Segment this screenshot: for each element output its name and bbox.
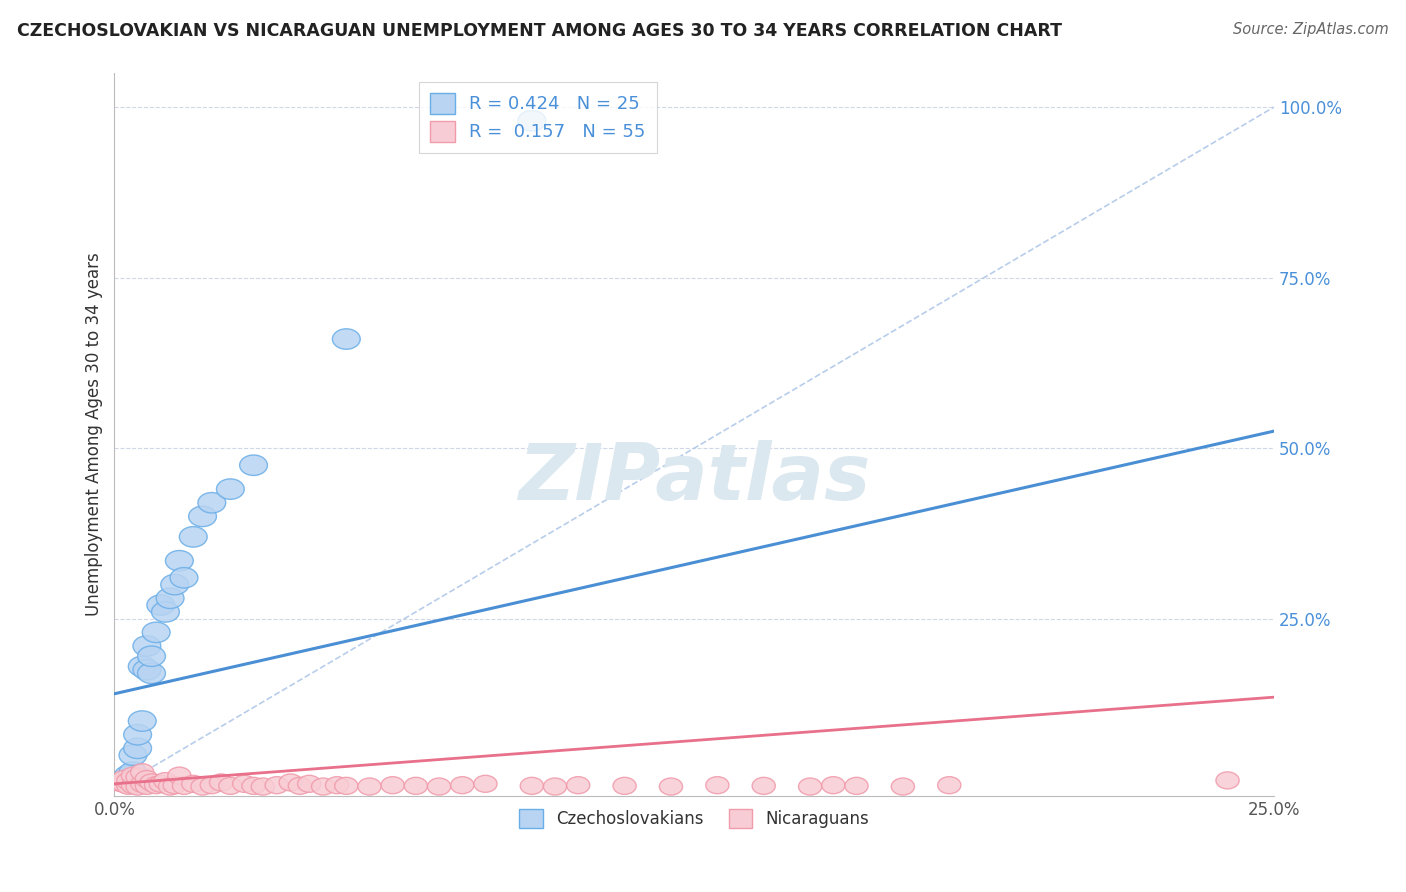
- Ellipse shape: [217, 479, 245, 500]
- Ellipse shape: [141, 774, 163, 791]
- Ellipse shape: [156, 588, 184, 608]
- Text: Source: ZipAtlas.com: Source: ZipAtlas.com: [1233, 22, 1389, 37]
- Ellipse shape: [138, 663, 166, 683]
- Y-axis label: Unemployment Among Ages 30 to 34 years: Unemployment Among Ages 30 to 34 years: [86, 252, 103, 616]
- Ellipse shape: [145, 777, 167, 794]
- Ellipse shape: [114, 765, 142, 786]
- Ellipse shape: [288, 777, 312, 795]
- Ellipse shape: [381, 777, 405, 794]
- Ellipse shape: [180, 526, 207, 547]
- Text: ZIPatlas: ZIPatlas: [517, 440, 870, 516]
- Ellipse shape: [239, 455, 267, 475]
- Ellipse shape: [298, 775, 321, 792]
- Ellipse shape: [117, 772, 141, 789]
- Ellipse shape: [128, 711, 156, 731]
- Ellipse shape: [124, 724, 152, 745]
- Ellipse shape: [544, 778, 567, 795]
- Ellipse shape: [188, 506, 217, 526]
- Ellipse shape: [198, 492, 226, 513]
- Ellipse shape: [474, 775, 498, 792]
- Ellipse shape: [1216, 772, 1239, 789]
- Ellipse shape: [120, 762, 146, 782]
- Ellipse shape: [146, 595, 174, 615]
- Ellipse shape: [278, 774, 302, 791]
- Ellipse shape: [451, 777, 474, 794]
- Ellipse shape: [120, 745, 146, 765]
- Ellipse shape: [131, 775, 153, 792]
- Ellipse shape: [520, 777, 544, 795]
- Text: CZECHOSLOVAKIAN VS NICARAGUAN UNEMPLOYMENT AMONG AGES 30 TO 34 YEARS CORRELATION: CZECHOSLOVAKIAN VS NICARAGUAN UNEMPLOYME…: [17, 22, 1062, 40]
- Ellipse shape: [405, 777, 427, 795]
- Ellipse shape: [252, 778, 274, 795]
- Ellipse shape: [167, 767, 191, 784]
- Ellipse shape: [232, 775, 256, 792]
- Legend: Czechoslovakians, Nicaraguans: Czechoslovakians, Nicaraguans: [513, 802, 876, 835]
- Ellipse shape: [181, 775, 205, 792]
- Ellipse shape: [427, 778, 451, 795]
- Ellipse shape: [359, 778, 381, 795]
- Ellipse shape: [312, 778, 335, 795]
- Ellipse shape: [170, 567, 198, 588]
- Ellipse shape: [138, 646, 166, 666]
- Ellipse shape: [121, 777, 145, 794]
- Ellipse shape: [127, 769, 149, 786]
- Ellipse shape: [153, 772, 177, 789]
- Ellipse shape: [200, 777, 224, 794]
- Ellipse shape: [128, 657, 156, 677]
- Ellipse shape: [135, 771, 159, 788]
- Ellipse shape: [191, 778, 214, 795]
- Ellipse shape: [107, 774, 131, 791]
- Ellipse shape: [209, 774, 232, 791]
- Ellipse shape: [752, 777, 775, 795]
- Ellipse shape: [121, 767, 145, 784]
- Ellipse shape: [117, 777, 141, 795]
- Ellipse shape: [124, 738, 152, 758]
- Ellipse shape: [173, 777, 195, 795]
- Ellipse shape: [938, 777, 960, 794]
- Ellipse shape: [332, 329, 360, 350]
- Ellipse shape: [166, 550, 193, 571]
- Ellipse shape: [160, 574, 188, 595]
- Ellipse shape: [242, 777, 266, 795]
- Ellipse shape: [134, 660, 160, 680]
- Ellipse shape: [613, 777, 636, 795]
- Ellipse shape: [131, 764, 153, 780]
- Ellipse shape: [891, 778, 914, 795]
- Ellipse shape: [127, 778, 149, 795]
- Ellipse shape: [821, 777, 845, 794]
- Ellipse shape: [659, 778, 682, 795]
- Ellipse shape: [799, 778, 821, 795]
- Ellipse shape: [135, 777, 159, 795]
- Ellipse shape: [517, 111, 546, 131]
- Ellipse shape: [163, 777, 187, 794]
- Ellipse shape: [152, 602, 180, 622]
- Ellipse shape: [335, 777, 359, 795]
- Ellipse shape: [845, 777, 868, 795]
- Ellipse shape: [149, 775, 173, 792]
- Ellipse shape: [159, 778, 181, 795]
- Ellipse shape: [325, 777, 349, 794]
- Ellipse shape: [112, 775, 135, 792]
- Ellipse shape: [706, 777, 728, 794]
- Ellipse shape: [112, 771, 135, 788]
- Ellipse shape: [219, 777, 242, 795]
- Ellipse shape: [134, 636, 160, 657]
- Ellipse shape: [266, 777, 288, 794]
- Ellipse shape: [142, 622, 170, 642]
- Ellipse shape: [567, 777, 589, 794]
